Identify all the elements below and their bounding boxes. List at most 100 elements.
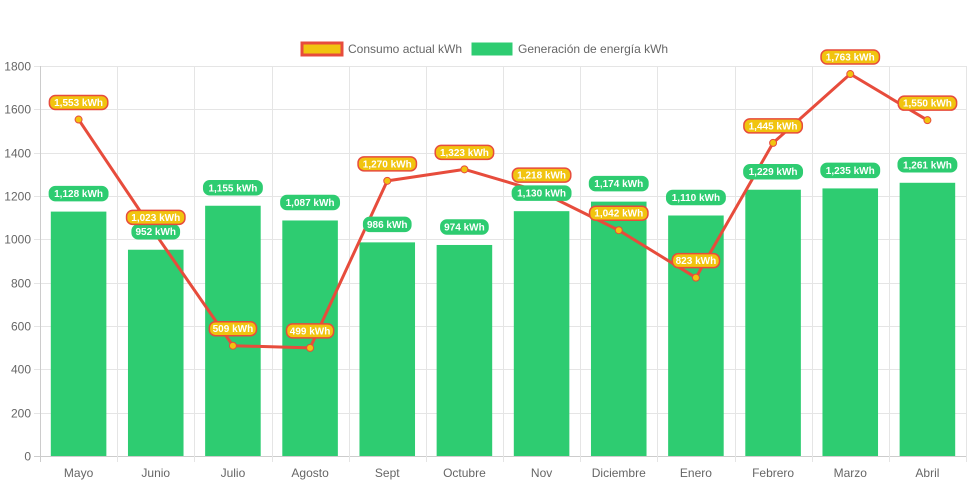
bar-data-label-bg: [362, 216, 412, 233]
y-tick-label: 600: [11, 320, 31, 334]
line-data-label: 499 kWh: [285, 323, 335, 339]
y-tick-label: 1400: [4, 147, 31, 161]
line-data-label-text: 1,270 kWh: [363, 159, 412, 170]
y-tick-label: 400: [11, 363, 31, 377]
y-tick-label: 1800: [4, 60, 31, 74]
bar-data-label-text: 952 kWh: [135, 227, 176, 238]
line-data-label-text: 823 kWh: [676, 256, 717, 267]
line-data-label: 1,270 kWh: [357, 156, 418, 172]
bar-data-label: 1,087 kWh: [280, 194, 341, 211]
x-tick-label: Nov: [531, 466, 552, 480]
line-point: [74, 115, 83, 124]
line-data-label: 1,023 kWh: [125, 209, 186, 226]
bar-data-label: 1,229 kWh: [743, 163, 804, 180]
line-data-label-text: 1,323 kWh: [440, 148, 489, 159]
bar-data-label-bg: [588, 175, 649, 192]
grid: [34, 66, 967, 462]
line-point: [460, 165, 469, 174]
x-tick-label: Febrero: [752, 466, 794, 480]
line-data-label-bg: [511, 167, 572, 183]
bar-data-label-bg: [897, 157, 958, 173]
bar-data-label-text: 1,261 kWh: [903, 160, 952, 171]
bar-data-label: 986 kWh: [362, 216, 412, 233]
line-data-label: 1,445 kWh: [743, 118, 804, 134]
bar-data-label: 974 kWh: [440, 219, 489, 235]
legend-item-consumo[interactable]: Consumo actual kWh: [300, 41, 462, 57]
x-tick-label: Mayo: [64, 466, 94, 480]
line-data-label-bg: [285, 323, 335, 339]
line-point: [228, 341, 237, 350]
line-data-label-text: 1,023 kWh: [131, 213, 180, 224]
line-data-label: 1,553 kWh: [48, 94, 109, 111]
bar-data-label: 1,128 kWh: [48, 185, 109, 202]
line-data-label-text: 1,042 kWh: [594, 209, 643, 220]
legend-item-generacion[interactable]: Generación de energía kWh: [471, 42, 668, 56]
y-tick-label: 200: [11, 407, 31, 421]
bar-data-label: 1,174 kWh: [588, 175, 649, 192]
bar-data-label-text: 1,174 kWh: [594, 179, 643, 190]
line-point: [306, 343, 315, 352]
bar-data-label: 1,261 kWh: [897, 157, 958, 173]
bar-data-labels: 1,128 kWh 952 kWh 1,155 kWh 1,087 kWh 986 kW…: [48, 157, 958, 240]
line-data-labels: 1,553 kWh 1,023 kWh 509 kWh 499 kWh 1,270 kW…: [48, 49, 958, 339]
bar: [513, 211, 570, 456]
line-data-label-bg: [743, 118, 804, 134]
line-data-label-bg: [357, 156, 418, 172]
x-tick-label: Enero: [680, 466, 712, 480]
line-point: [691, 273, 700, 282]
bar-data-label: 1,130 kWh: [511, 185, 572, 201]
y-axis: 0 200 400 600 800 1000 1200 1400 1600 1800: [4, 60, 31, 464]
line-data-label: 1,550 kWh: [897, 95, 958, 111]
x-tick-label: Marzo: [834, 466, 868, 480]
x-tick-label: Agosto: [291, 466, 329, 480]
bar-data-label-bg: [820, 162, 881, 179]
line-data-label-text: 1,218 kWh: [517, 171, 566, 182]
bar-data-label-text: 986 kWh: [367, 220, 408, 231]
y-tick-label: 1600: [4, 103, 31, 117]
x-tick-label: Junio: [141, 466, 170, 480]
line-data-label-bg: [671, 252, 721, 269]
line-data-label-bg: [125, 209, 186, 226]
bar-data-label: 1,235 kWh: [820, 162, 881, 179]
line-data-label-text: 1,763 kWh: [826, 53, 875, 64]
bar-data-label-text: 1,235 kWh: [826, 166, 875, 177]
line-point: [769, 138, 778, 147]
line-data-label: 823 kWh: [671, 252, 721, 269]
y-tick-label: 800: [11, 277, 31, 291]
x-tick-label: Sept: [375, 466, 400, 480]
line-point: [846, 70, 855, 79]
bar-data-label-text: 1,155 kWh: [208, 183, 257, 194]
line-data-label: 509 kWh: [208, 320, 258, 337]
x-tick-label: Diciembre: [592, 466, 646, 480]
bar-data-label-bg: [665, 189, 726, 206]
bar-data-label-text: 1,128 kWh: [54, 189, 103, 200]
legend: Consumo actual kWh Generación de energía…: [300, 41, 668, 57]
bar-data-label-bg: [440, 219, 489, 235]
line-data-label: 1,323 kWh: [434, 144, 495, 161]
bar: [359, 242, 416, 456]
bar: [899, 182, 956, 457]
x-tick-label: Julio: [221, 466, 246, 480]
bar: [436, 244, 493, 456]
line-data-label-bg: [588, 205, 649, 221]
legend-label-generacion: Generación de energía kWh: [518, 42, 668, 56]
x-tick-label: Abril: [915, 466, 939, 480]
line-data-label-text: 509 kWh: [213, 324, 254, 335]
bar: [590, 201, 647, 456]
line-data-label-text: 499 kWh: [290, 326, 331, 337]
bar-data-label-text: 974 kWh: [444, 222, 485, 233]
bar: [127, 249, 184, 456]
line-data-label-text: 1,553 kWh: [54, 98, 103, 109]
line-data-label-text: 1,550 kWh: [903, 99, 952, 110]
y-tick-label: 1000: [4, 233, 31, 247]
x-tick-label: Octubre: [443, 466, 486, 480]
line-data-label-bg: [434, 144, 495, 161]
legend-label-consumo: Consumo actual kWh: [348, 42, 462, 56]
y-tick-label: 0: [24, 450, 31, 464]
line-data-label-text: 1,445 kWh: [749, 121, 798, 132]
bar-data-label: 952 kWh: [131, 223, 181, 240]
bar-data-label-text: 1,130 kWh: [517, 189, 566, 200]
bar-data-label-bg: [511, 185, 572, 201]
line-data-label: 1,042 kWh: [588, 205, 649, 221]
